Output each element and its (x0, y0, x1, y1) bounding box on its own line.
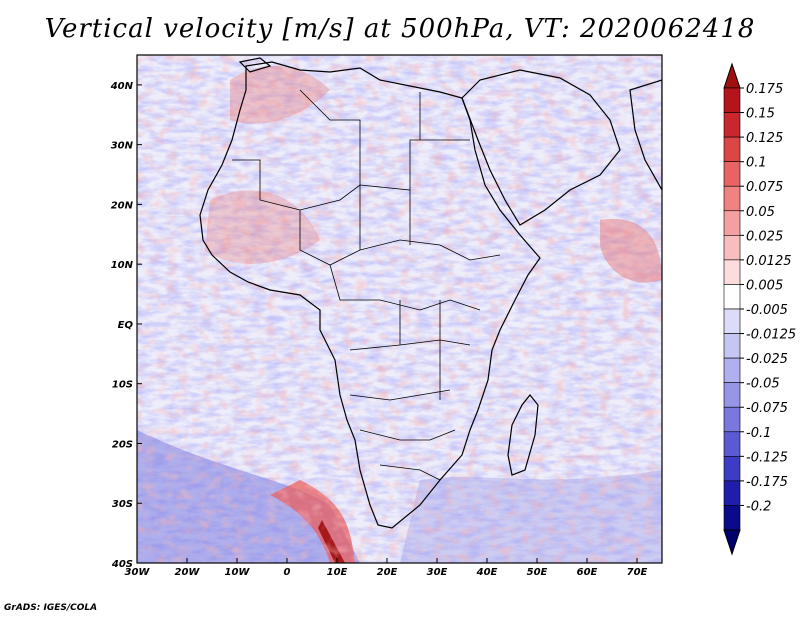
colorbar-label: -0.025 (746, 352, 788, 367)
colorbar-segment (723, 161, 741, 187)
colorbar-label: 0.125 (746, 131, 783, 146)
colorbar-bottom-arrow (723, 529, 741, 556)
colorbar-segment (723, 210, 741, 236)
lon-tick-label: 30W (125, 567, 151, 578)
latitude-axis: 40N 30N 20N 10N EQ 10S 20S 30S 40S (110, 81, 142, 570)
lon-tick-label: 0 (284, 567, 291, 578)
colorbar-segment (723, 505, 741, 531)
lon-tick-label: 70E (627, 567, 648, 578)
colorbar-label: 0.0125 (746, 254, 792, 269)
colorbar-label: 0.025 (746, 229, 783, 244)
colorbar-segment (723, 333, 741, 359)
colorbar-segment (723, 456, 741, 482)
lon-tick-label: 30E (427, 567, 448, 578)
colorbar-segment (723, 259, 741, 285)
madagascar-coastline (507, 394, 539, 476)
colorbar-label: -0.0125 (746, 328, 796, 343)
colorbar-label: 0.005 (746, 278, 783, 293)
colorbar-label: -0.125 (746, 450, 788, 465)
colorbar-label: 0.075 (746, 180, 783, 195)
vertical-velocity-field (137, 55, 662, 563)
longitude-axis: 30W 20W 10W 0 10E 20E 30E 40E 50E 60E 70E (125, 558, 648, 578)
lat-tick-label: EQ (118, 320, 134, 331)
colorbar-label: -0.05 (746, 377, 780, 392)
colorbar-label: -0.2 (746, 499, 771, 514)
colorbar-segment (723, 87, 741, 113)
colorbar-label: -0.075 (746, 401, 788, 416)
colorbar-label: 0.15 (746, 107, 775, 122)
lon-tick-label: 10W (225, 567, 251, 578)
lat-tick-label: 40S (111, 559, 133, 570)
lat-tick-label: 30N (111, 141, 134, 152)
colorbar-segment (723, 136, 741, 162)
lon-tick-label: 20W (175, 567, 201, 578)
lon-tick-label: 50E (527, 567, 548, 578)
lon-tick-label: 40E (476, 567, 498, 578)
colorbar-label: -0.175 (746, 475, 788, 490)
lat-tick-label: 40N (110, 81, 134, 92)
chart-title: Vertical velocity [m/s] at 500hPa, VT: 2… (44, 14, 756, 44)
colorbar-segment (723, 308, 741, 334)
lat-tick-label: 30S (112, 499, 133, 510)
lat-tick-label: 20N (111, 200, 134, 211)
plot-frame (136, 54, 663, 564)
lat-tick-label: 20S (112, 439, 133, 450)
colorbar-segment (723, 185, 741, 212)
colorbar-label: -0.1 (746, 426, 771, 441)
colorbar-segment (723, 357, 741, 383)
colorbar-segment (723, 406, 741, 433)
arabia-coastline (461, 69, 621, 226)
colorbar-label: 0.1 (746, 156, 767, 171)
africa-coastline (199, 61, 541, 529)
lon-tick-label: 60E (577, 567, 598, 578)
colorbar-segment (723, 112, 741, 138)
country-borders (232, 89, 501, 481)
colorbar-segment (723, 431, 741, 457)
colorbar-segment (723, 480, 741, 506)
colorbar-label: 0.175 (746, 82, 783, 97)
coastlines (199, 57, 662, 529)
iberia-coastline (238, 57, 272, 73)
lon-tick-label: 10E (327, 567, 348, 578)
colorbar-label: 0.05 (746, 205, 775, 220)
colorbar-segment (723, 284, 741, 310)
india-coastline (629, 79, 662, 192)
colorbar-label: -0.005 (746, 303, 788, 318)
colorbar-segment (723, 382, 741, 408)
colorbar-top-arrow (723, 62, 741, 89)
lon-tick-label: 20E (377, 567, 398, 578)
lat-tick-label: 10N (111, 260, 134, 271)
colorbar: 0.175 0.15 0.125 0.1 0.075 0.05 0.025 0.0125 0.0… (723, 62, 796, 556)
colorbar-segment (723, 235, 741, 261)
lat-tick-label: 10S (112, 380, 133, 391)
grads-credit: GrADS: IGES/COLA (4, 603, 98, 613)
